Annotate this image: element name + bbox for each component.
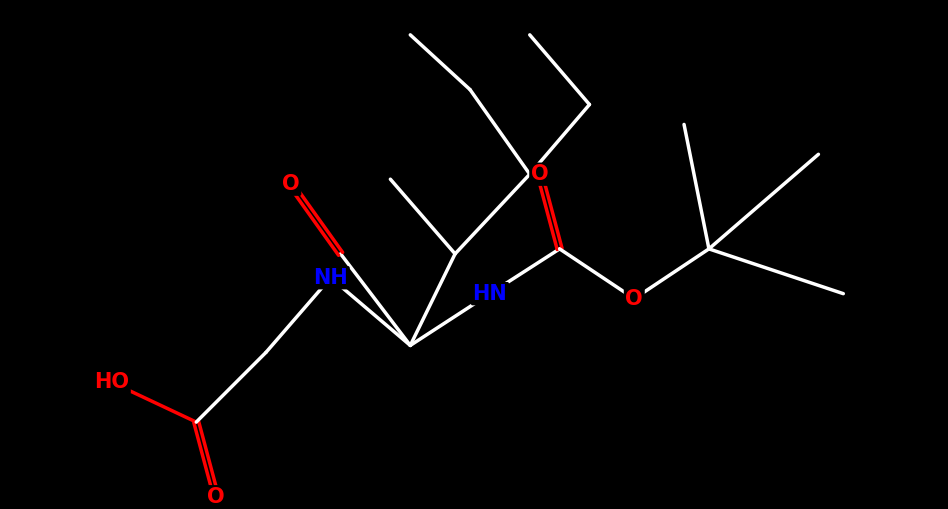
Text: HO: HO <box>94 372 129 392</box>
Text: O: O <box>282 174 300 194</box>
Text: O: O <box>208 487 225 507</box>
Text: HN: HN <box>472 284 507 304</box>
Text: O: O <box>626 289 643 308</box>
Text: O: O <box>531 164 549 184</box>
Text: NH: NH <box>313 268 348 288</box>
